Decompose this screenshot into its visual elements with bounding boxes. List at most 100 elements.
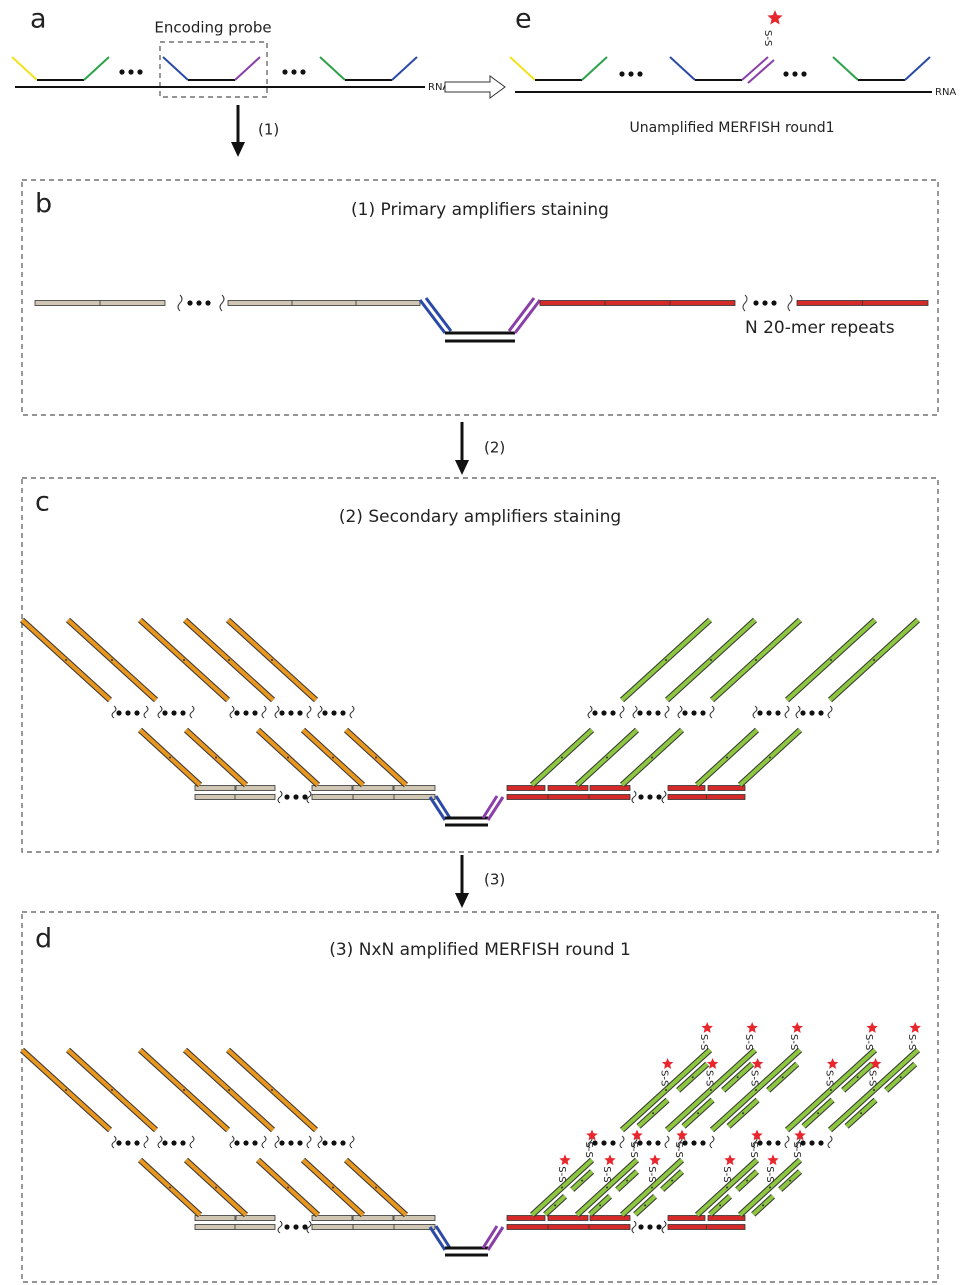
arrow-label: (1) [258, 121, 279, 139]
rod-divider [651, 1187, 653, 1189]
ellipsis-dot [134, 1140, 139, 1145]
amplifier-rod [548, 1216, 588, 1221]
rod-divider [755, 1089, 757, 1091]
ellipsis-dot [340, 710, 345, 715]
break-mark [178, 295, 182, 311]
fluor-star [662, 1058, 673, 1069]
ellipsis-dot [628, 71, 633, 76]
ellipsis-dot [205, 300, 210, 305]
ellipsis-dot [809, 1140, 814, 1145]
rod-divider [710, 1089, 712, 1091]
ellipsis-dot [610, 710, 615, 715]
rod-divider [626, 1180, 628, 1182]
linker-label: S-S [659, 1070, 670, 1086]
fluor-star [604, 1154, 615, 1165]
figure: a Encoding probe RNA (1) e RNA S-S Unamp… [0, 0, 961, 1285]
rod-divider [375, 757, 377, 759]
rod-divider [606, 757, 608, 759]
rod-divider [561, 1187, 563, 1189]
ellipsis-dot [180, 710, 185, 715]
break-mark [753, 706, 757, 718]
ellipsis-dot [322, 1140, 327, 1145]
probe-segment [84, 57, 109, 80]
break-mark [828, 706, 832, 718]
linker-label: S-S [863, 1034, 874, 1050]
amplifier-rod [394, 1216, 435, 1221]
ellipsis-dot [322, 710, 327, 715]
fluor-star [724, 1154, 735, 1165]
break-mark [112, 706, 116, 718]
linker-label: S-S [867, 1070, 878, 1086]
ellipsis-dot [801, 71, 806, 76]
break-mark [262, 706, 266, 718]
linker-label: S-S [764, 1166, 775, 1182]
ellipsis-dot [340, 1140, 345, 1145]
ellipsis-dot [637, 71, 642, 76]
rod-divider [169, 1187, 171, 1189]
amplifier-rod [353, 1216, 393, 1221]
ellipsis-dot [647, 1224, 652, 1229]
break-mark [318, 1136, 322, 1148]
arrow-head [455, 893, 469, 908]
break-mark [262, 1136, 266, 1148]
break-mark [220, 295, 224, 311]
rod-divider [737, 1076, 739, 1078]
amplifier-rod [312, 1216, 352, 1221]
probe-segment [833, 57, 858, 80]
ellipsis-dot [700, 1140, 705, 1145]
ellipsis-dot [766, 1140, 771, 1145]
break-mark [144, 1136, 148, 1148]
ellipsis-dot [646, 1140, 651, 1145]
amplifier-rod [507, 1216, 545, 1221]
break-mark [307, 791, 311, 803]
break-mark [710, 1136, 714, 1148]
ellipsis-dot [284, 1224, 289, 1229]
probe-segment [670, 57, 695, 80]
fluor-star [559, 1154, 570, 1165]
ellipsis-dot [297, 710, 302, 715]
probe-segment [510, 57, 535, 80]
break-mark [307, 1221, 311, 1233]
break-mark [278, 1221, 282, 1233]
fluor-star [767, 1154, 778, 1165]
break-mark [307, 706, 311, 718]
linker-label: S-S [788, 1034, 799, 1050]
fluor-star [752, 1058, 763, 1069]
ellipsis-dot [771, 300, 776, 305]
amplifier-rod [507, 786, 545, 791]
panel-title: (1) Primary amplifiers staining [351, 200, 609, 220]
amplifier-rod [236, 1216, 275, 1221]
linker-label: S-S [673, 1142, 684, 1158]
linker-label: S-S [704, 1070, 715, 1086]
ellipsis-dot [682, 710, 687, 715]
ellipsis-dot [252, 710, 257, 715]
linker-label: S-S [906, 1034, 917, 1050]
rod-divider [332, 757, 334, 759]
rod-divider [857, 1076, 859, 1078]
break-mark [828, 1136, 832, 1148]
rod-divider [65, 1089, 67, 1091]
rod-divider [726, 757, 728, 759]
rod-divider [692, 1076, 694, 1078]
linker-label: S-S [824, 1070, 835, 1086]
ellipsis-dot [137, 69, 142, 74]
amplifier-rod [228, 301, 420, 306]
ellipsis-dot [125, 710, 130, 715]
rod-divider [860, 1112, 862, 1114]
rod-divider [287, 1187, 289, 1189]
ellipsis-dot [288, 710, 293, 715]
panel-letter: c [35, 487, 50, 518]
break-mark [662, 1221, 666, 1233]
panel-letter: b [35, 189, 52, 220]
rod-divider [375, 1187, 377, 1189]
rod-divider [671, 1180, 673, 1182]
ellipsis-dot [282, 69, 287, 74]
break-mark [144, 706, 148, 718]
ellipsis-dot [293, 794, 298, 799]
rod-divider [726, 1187, 728, 1189]
ellipsis-dot [753, 300, 758, 305]
panel-box [22, 478, 938, 852]
rod-divider [665, 659, 667, 661]
amplifier-rod [353, 786, 393, 791]
ellipsis-dot [171, 710, 176, 715]
